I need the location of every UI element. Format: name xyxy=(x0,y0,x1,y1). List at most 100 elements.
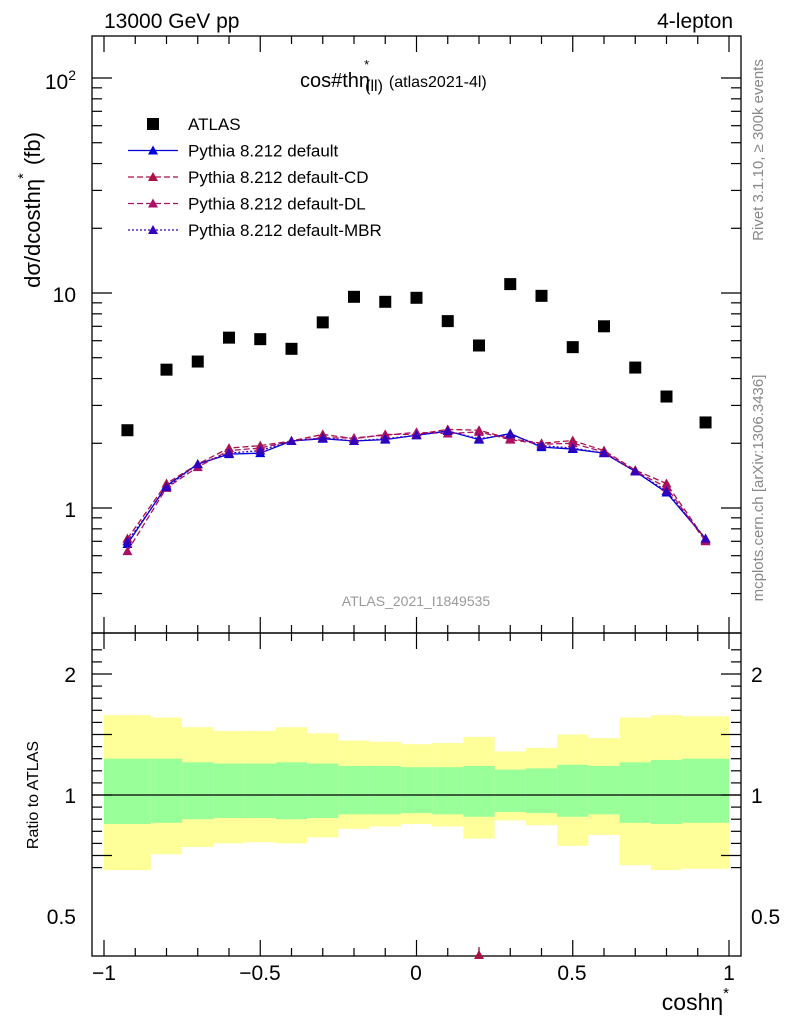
atlas-data-point-0 xyxy=(121,424,134,437)
atlas-data-point-14 xyxy=(566,341,579,354)
ratio-band-inner-bin-14 xyxy=(557,764,589,817)
y-tick-label-100-base: 10 xyxy=(45,71,68,94)
ratio-band-inner-bin-0 xyxy=(104,758,151,825)
atlas-data-point-2 xyxy=(191,355,204,368)
mc-marker-series-3-point-5 xyxy=(286,435,297,445)
ratio-y-tick-label-right-2: 2 xyxy=(751,664,763,687)
mc-marker-series-3-point-14 xyxy=(567,443,578,453)
header-energy-label: 13000 GeV pp xyxy=(104,10,239,33)
mc-marker-series-3-point-9 xyxy=(411,430,422,440)
atlas-data-point-1 xyxy=(160,363,173,376)
atlas-data-point-4 xyxy=(254,333,267,346)
y-axis-label-main: dσ/dcosthη* (fb) xyxy=(15,132,45,288)
atlas-data-point-5 xyxy=(285,342,298,355)
ratio-band-inner-bin-4 xyxy=(244,763,276,818)
ratio-band-inner-bin-16 xyxy=(619,762,651,823)
mc-marker-series-3-point-13 xyxy=(536,440,547,450)
ratio-band-inner-bin-18 xyxy=(682,758,729,823)
mc-marker-series-3-point-8 xyxy=(380,433,391,443)
x-axis-label-sup: * xyxy=(723,985,729,1002)
legend-label-1: Pythia 8.212 default xyxy=(188,142,339,161)
ratio-band-inner-bin-6 xyxy=(307,763,339,818)
y-axis-label-ratio: Ratio to ATLAS xyxy=(25,741,42,849)
atlas-data-point-17 xyxy=(660,390,673,403)
mc-marker-series-3-point-15 xyxy=(599,448,609,458)
plot-title-sup: * xyxy=(364,57,369,72)
mc-marker-series-3-point-3 xyxy=(224,448,234,458)
ratio-band-inner-bin-17 xyxy=(650,759,683,825)
atlas-data-point-6 xyxy=(316,316,329,329)
atlas-data-point-15 xyxy=(598,320,610,333)
ratio-band-inner-bin-12 xyxy=(494,769,526,812)
plot-title-main: cos#thη xyxy=(300,70,370,92)
legend-label-4: Pythia 8.212 default-MBR xyxy=(188,221,382,240)
mc-marker-series-2-point-0 xyxy=(122,546,133,556)
x-axis-label: coshη* xyxy=(662,985,729,1015)
atlas-data-point-7 xyxy=(348,290,360,303)
atlas-data-point-18 xyxy=(699,416,712,429)
legend-marker-3 xyxy=(148,198,158,208)
analysis-id-label: ATLAS_2021_I1849535 xyxy=(342,593,491,609)
mc-line-series-2 xyxy=(126,431,707,552)
rivet-version-label: Rivet 3.1.10, ≥ 300k events xyxy=(750,59,767,241)
atlas-data-point-9 xyxy=(410,291,423,304)
mc-marker-series-3-point-12 xyxy=(505,429,516,439)
y-axis-label-main-text: dσ/dcosthη xyxy=(20,179,45,288)
ratio-band-inner-bin-1 xyxy=(150,758,183,823)
mcplots-label: mcplots.cern.ch [arXiv:1306.3436] xyxy=(750,375,767,602)
atlas-data-point-8 xyxy=(379,295,392,308)
header-process-label: 4-lepton xyxy=(657,10,733,33)
axis-ticks xyxy=(92,36,741,956)
x-tick-label-0: 0 xyxy=(410,962,422,985)
mc-marker-series-3-point-17 xyxy=(661,485,672,495)
atlas-data-point-3 xyxy=(223,331,235,344)
y-tick-label-100-exp: 2 xyxy=(68,67,76,83)
legend-marker-4 xyxy=(148,225,158,234)
legend-label-3: Pythia 8.212 default-DL xyxy=(188,195,366,214)
ratio-bands xyxy=(104,715,729,871)
y-tick-label-100: 102 xyxy=(45,67,76,94)
ratio-band-inner-bin-5 xyxy=(275,762,308,820)
mc-marker-series-3-point-18 xyxy=(700,533,711,543)
x-tick-label-neg1: −1 xyxy=(92,962,116,985)
ratio-y-tick-label-0.5: 0.5 xyxy=(47,906,76,929)
ratio-band-inner-bin-13 xyxy=(525,768,558,814)
x-axis-label-text: coshη xyxy=(662,989,723,1015)
mc-marker-series-3-point-0 xyxy=(122,536,133,546)
plot-title-sub: (ll) xyxy=(365,78,383,95)
atlas-data-point-13 xyxy=(535,289,548,302)
legend-label-0: ATLAS xyxy=(188,115,241,134)
mc-line-series-1 xyxy=(126,428,707,541)
plot-title: cos#thη* (ll) (atlas2021-4l) xyxy=(300,57,487,95)
mc-marker-series-3-point-11 xyxy=(474,433,484,443)
x-tick-label-0.5: 0.5 xyxy=(557,962,586,985)
ratio-band-inner-bin-8 xyxy=(369,765,401,815)
legend-marker-data xyxy=(147,118,159,130)
mc-marker-series-3-point-1 xyxy=(161,482,172,492)
mc-marker-series-3-point-6 xyxy=(317,432,328,442)
ratio-y-tick-label-right-1: 1 xyxy=(751,785,763,808)
ratio-y-tick-label-right-0.5: 0.5 xyxy=(751,906,780,929)
x-tick-label-neg0.5: −0.5 xyxy=(239,962,280,985)
mc-line-series-3 xyxy=(126,430,707,542)
mc-marker-series-2-point-14 xyxy=(567,438,578,448)
ratio-band-inner-bin-10 xyxy=(432,767,464,815)
plot-title-tag: (atlas2021-4l) xyxy=(389,74,487,91)
y-axis-label-main-unit: (fb) xyxy=(20,132,45,165)
x-tick-label-1: 1 xyxy=(723,962,735,985)
mc-line-series-0 xyxy=(126,430,707,545)
mc-series xyxy=(122,424,711,556)
mc-marker-series-2-point-11 xyxy=(474,426,484,436)
mc-marker-series-3-point-10 xyxy=(442,426,453,436)
ratio-band-inner-bin-9 xyxy=(400,767,433,814)
ratio-band-inner-bin-2 xyxy=(182,762,214,820)
atlas-data-points xyxy=(121,278,712,437)
legend-marker-2 xyxy=(148,172,158,181)
atlas-data-point-10 xyxy=(441,315,454,328)
ratio-band-inner-bin-7 xyxy=(338,765,370,815)
mc-marker-series-3-point-16 xyxy=(630,466,641,476)
y-tick-label-1: 1 xyxy=(64,499,76,522)
mc-marker-series-2-point-12 xyxy=(505,434,516,444)
ratio-y-tick-label-2: 2 xyxy=(64,664,76,687)
